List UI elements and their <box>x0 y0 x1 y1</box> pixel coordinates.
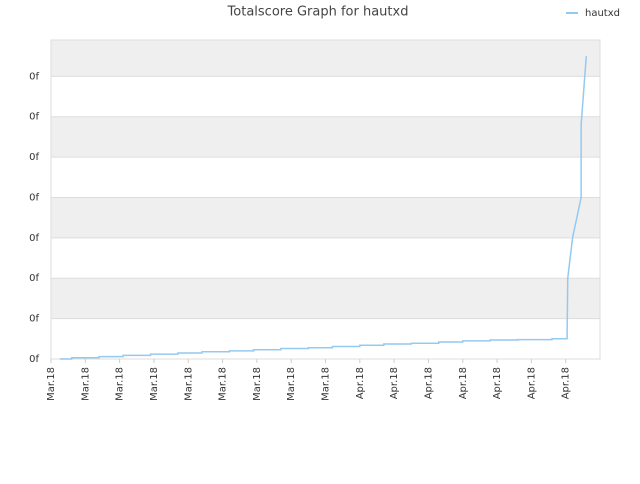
y-tick-label: 0f <box>29 71 39 82</box>
x-tick-label: Apr.18 <box>458 367 469 399</box>
x-tick-label: Mar.18 <box>252 367 263 401</box>
band <box>51 197 600 238</box>
y-tick-label: 0f <box>29 152 39 163</box>
series-line <box>59 56 588 360</box>
legend-label: hautxd <box>585 8 620 19</box>
chart-title: Totalscore Graph for hautxd <box>227 5 409 20</box>
x-tick-label: Apr.18 <box>492 367 503 399</box>
y-tick-label: 0f <box>29 233 39 244</box>
y-tick-label: 0f <box>29 354 39 365</box>
x-tick-label: Mar.18 <box>80 367 91 401</box>
band <box>51 40 600 77</box>
x-tick-label: Apr.18 <box>389 367 400 399</box>
band <box>51 278 600 319</box>
x-tick-label: Apr.18 <box>355 367 366 399</box>
y-tick-label: 0f <box>29 112 39 123</box>
x-tick-label: Mar.18 <box>183 367 194 401</box>
x-tick-label: Mar.18 <box>286 367 297 401</box>
x-tick-label: Mar.18 <box>46 367 57 401</box>
y-tick-label: 0f <box>29 192 39 203</box>
x-tick-label: Mar.18 <box>218 367 229 401</box>
y-tick-label: 0f <box>29 273 39 284</box>
x-tick-label: Apr.18 <box>561 367 572 399</box>
x-tick-label: Apr.18 <box>526 367 537 399</box>
band <box>51 116 600 158</box>
x-tick-label: Mar.18 <box>115 367 126 401</box>
x-tick-label: Apr.18 <box>423 367 434 399</box>
x-tick-label: Mar.18 <box>149 367 160 401</box>
y-tick-label: 0f <box>29 314 39 325</box>
x-tick-label: Mar.18 <box>321 367 332 401</box>
